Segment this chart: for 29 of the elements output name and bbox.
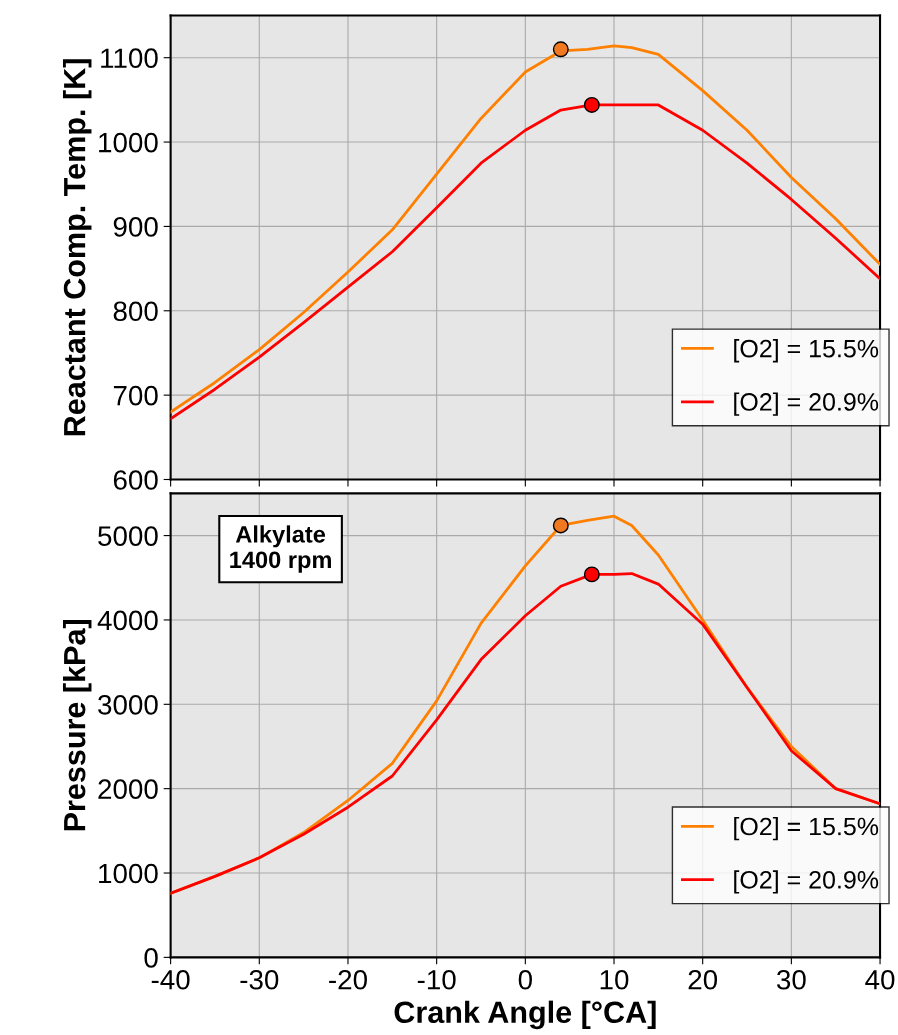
y-tick-label: 4000 <box>97 610 158 631</box>
x-tick-label: 0 <box>518 969 532 990</box>
y-tick-label: 1000 <box>99 863 158 884</box>
y-tick-label: 1000 <box>99 132 158 153</box>
annotation: Alkylate 1400 rpm <box>230 525 331 573</box>
y-tick-label: 2000 <box>98 779 158 799</box>
y-tick-label: 0 <box>144 948 158 968</box>
y-axis-title: Reactant Comp. Temp. [K] <box>62 59 92 436</box>
x-tick-label: 30 <box>776 969 806 990</box>
y-tick-label: 800 <box>113 301 158 322</box>
x-tick-label: 10 <box>600 969 629 990</box>
y-tick-label: 5000 <box>98 526 158 546</box>
legend-label: [O2] = 20.9% <box>734 870 879 894</box>
x-tick-label: 20 <box>688 969 718 990</box>
x-tick-label: -20 <box>329 969 367 990</box>
y-tick-label: 3000 <box>98 694 158 715</box>
y-tick-label: 1100 <box>101 48 158 69</box>
x-tick-label: -40 <box>151 969 190 990</box>
x-axis-title: Crank Angle [°CA] <box>394 1000 656 1030</box>
x-tick-label: -10 <box>417 969 456 990</box>
legend-label: [O2] = 20.9% <box>734 392 879 416</box>
y-tick-label: 700 <box>113 385 158 406</box>
y-tick-label: 600 <box>113 470 158 490</box>
y-axis-title: Pressure [kPa] <box>62 620 92 831</box>
y-tick-label: 900 <box>113 217 158 237</box>
x-tick-label: 40 <box>865 969 895 990</box>
legend-label: [O2] = 15.5% <box>734 339 879 363</box>
x-tick-label: -30 <box>240 969 279 990</box>
legend-label: [O2] = 15.5% <box>734 817 879 841</box>
